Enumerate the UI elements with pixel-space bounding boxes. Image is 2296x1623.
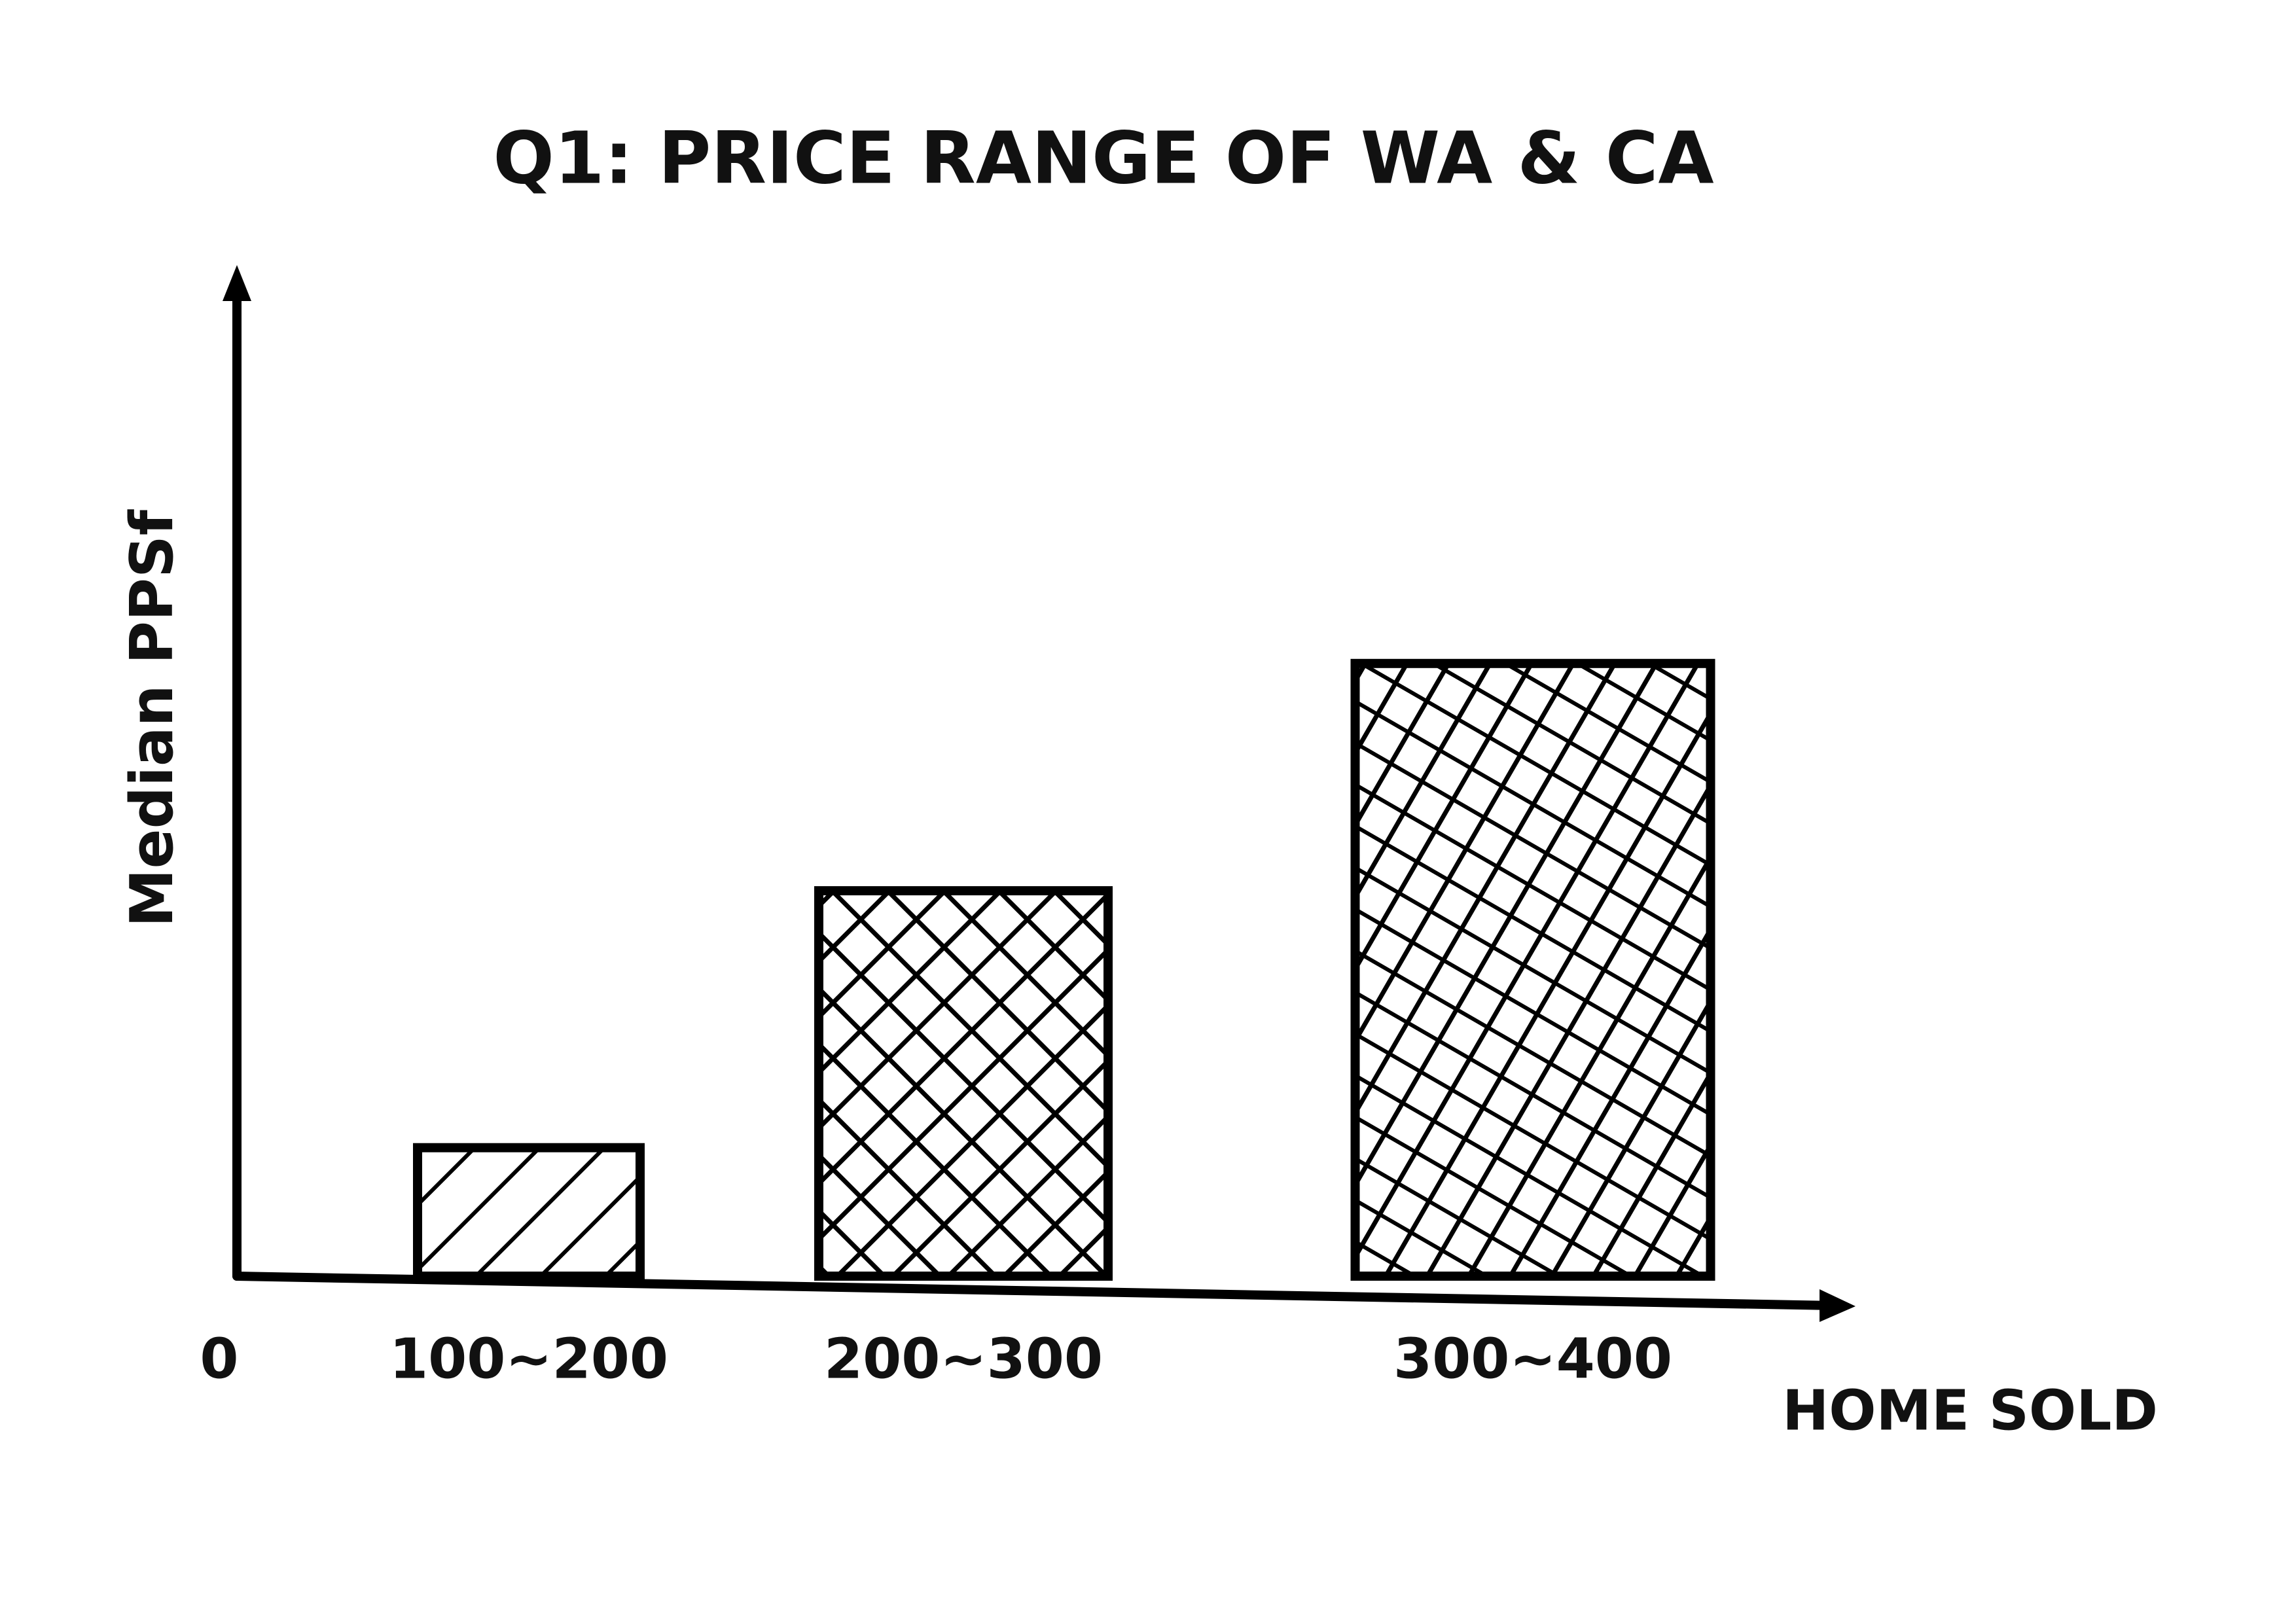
y-axis-label: Median PPSf (118, 509, 187, 927)
bar (814, 886, 1113, 1281)
y-axis-arrow (223, 265, 251, 301)
bar (1350, 658, 1715, 1281)
bar (413, 1143, 645, 1281)
x-axis-arrow (1820, 1289, 1856, 1322)
x-tick-label: 300~400 (1393, 1327, 1672, 1391)
x-tick-label: 100~200 (389, 1327, 668, 1391)
x-tick-label: 200~300 (824, 1327, 1103, 1391)
y-tick-label: 0 (200, 1327, 238, 1391)
x-axis (232, 1272, 1837, 1310)
chart-title: Q1: PRICE RANGE OF WA & CA (493, 116, 1713, 200)
x-axis-label: HOME SOLD (1782, 1378, 2158, 1443)
